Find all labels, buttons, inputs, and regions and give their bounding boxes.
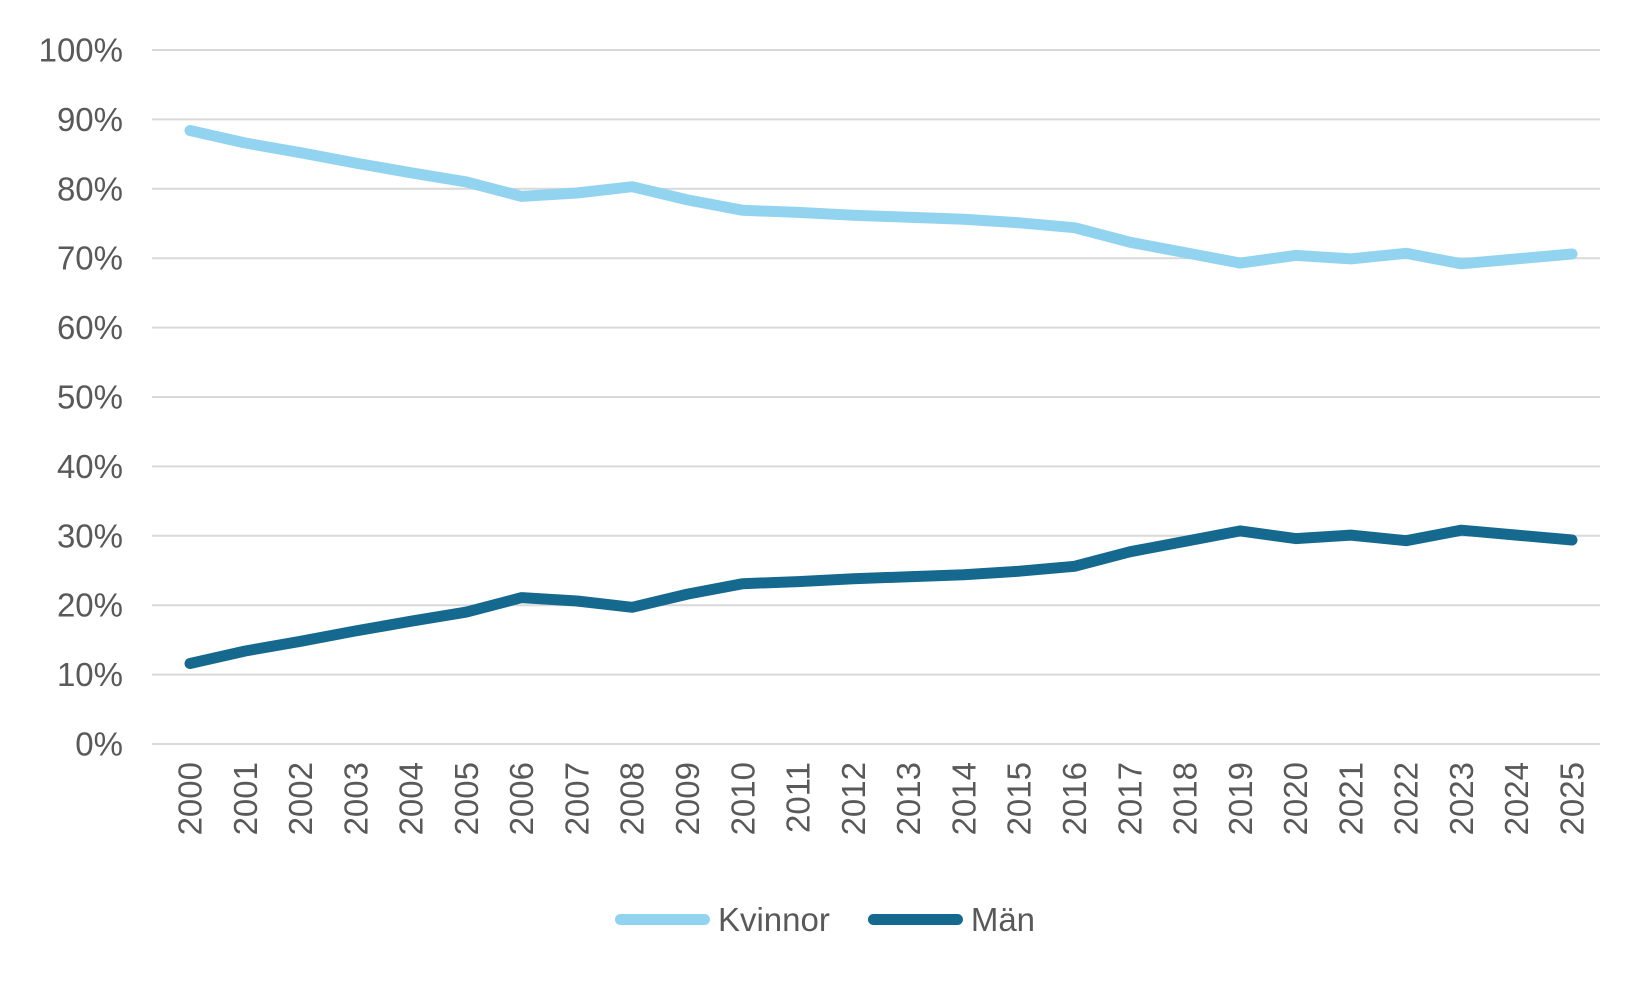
legend-item-kvinnor: Kvinnor [614,901,830,938]
x-axis-tick-label: 2021 [1332,762,1369,835]
x-axis-tick-label: 2017 [1111,762,1148,835]
y-axis-tick-label: 60% [57,309,123,346]
y-axis-tick-label: 30% [57,517,123,554]
x-axis-tick-label: 2004 [393,762,430,835]
x-axis-tick-label: 2010 [724,762,761,835]
chart-legend: Kvinnor Män [614,901,1036,938]
x-axis-tick-label: 2018 [1167,762,1204,835]
x-axis-tick-label: 2015 [1001,762,1038,835]
x-axis-tick-label: 2020 [1277,762,1314,835]
x-axis-tick-label: 2005 [448,762,485,835]
y-axis-tick-label: 0% [75,726,123,763]
kvinnor-series-line [184,125,1578,270]
kvinnor-legend-label: Kvinnor [717,901,830,938]
x-axis-tick-label: 2012 [835,762,872,835]
x-axis-tick-label: 2016 [1056,762,1093,835]
y-axis-tick-label: 20% [57,587,123,624]
y-axis-tick-label: 80% [57,170,123,207]
x-axis-tick-label: 2007 [558,762,595,835]
y-axis-tick-label: 90% [57,101,123,138]
kvinnor-series-swatch-icon [614,914,710,925]
x-axis-tick-label: 2024 [1498,762,1535,835]
x-axis-tick-label: 2003 [337,762,374,835]
y-axis-tick-label: 100% [39,32,123,69]
x-axis-tick-label: 2013 [890,762,927,835]
x-axis-tick-label: 2002 [282,762,319,835]
x-axis-tick-label: 2014 [945,762,982,835]
y-axis-tick-label: 50% [57,379,123,416]
man-series-swatch-icon [867,914,963,925]
x-axis-tick-label: 2009 [669,762,706,835]
x-axis-tick-label: 2023 [1443,762,1480,835]
x-axis-tick-label: 2022 [1388,762,1425,835]
x-axis-tick-label: 2019 [1222,762,1259,835]
y-axis-tick-label: 70% [57,240,123,277]
x-axis-tick-label: 2025 [1554,762,1591,835]
y-axis-tick-label: 40% [57,448,123,485]
y-axis-tick-label: 10% [57,656,123,693]
man-legend-label: Män [970,901,1036,938]
x-axis-tick-label: 2001 [227,762,264,835]
x-axis-tick-label: 2011 [780,762,817,833]
x-axis-tick-label: 2006 [503,762,540,835]
man-series-line [184,524,1578,669]
x-axis-tick-label: 2000 [172,762,209,835]
x-axis-tick-label: 2008 [614,762,651,835]
legend-item-man: Män [867,901,1036,938]
